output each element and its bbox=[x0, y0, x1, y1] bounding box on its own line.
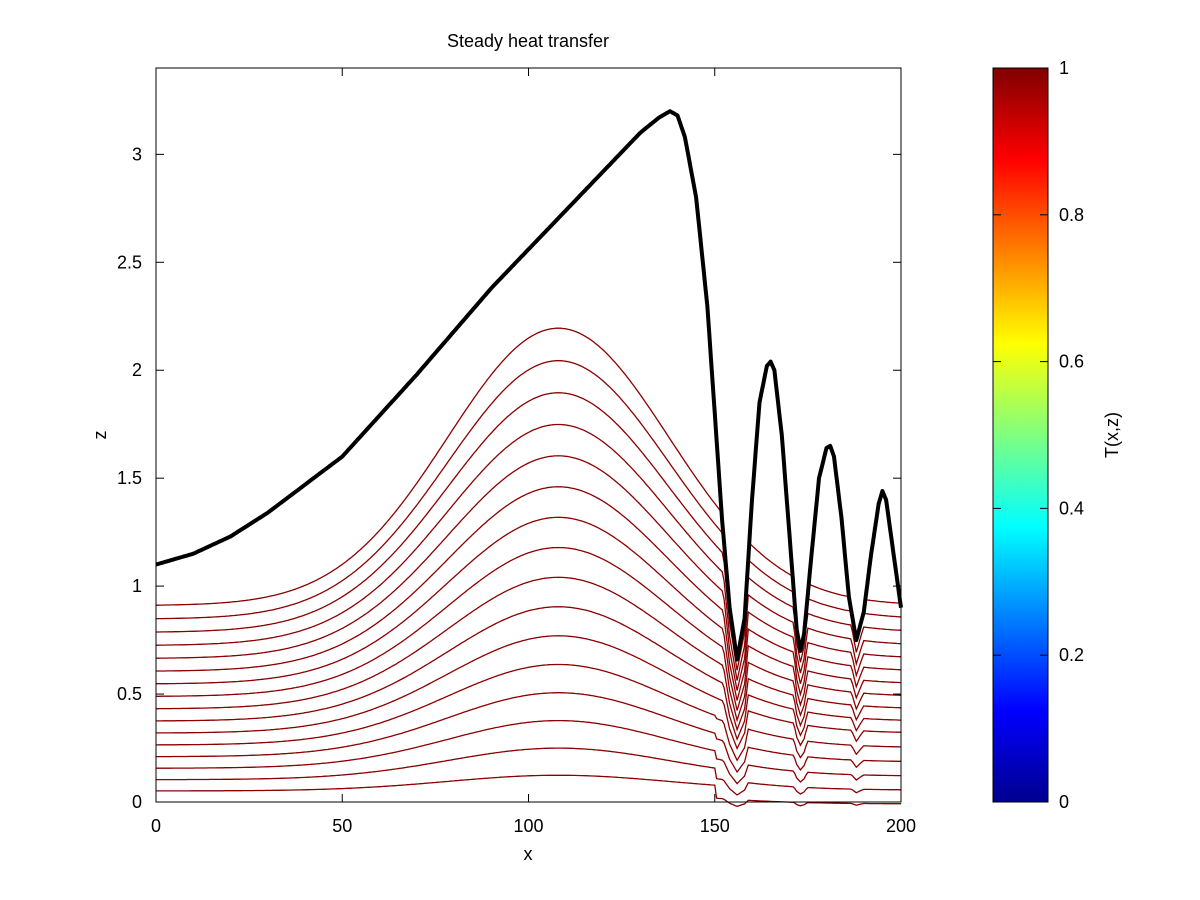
contour-line bbox=[156, 606, 901, 741]
x-tick-label: 0 bbox=[151, 816, 161, 836]
colorbar-tick-label: 0.2 bbox=[1059, 645, 1084, 665]
colorbar-tick-label: 0 bbox=[1059, 792, 1069, 812]
contour-line bbox=[156, 692, 901, 774]
contour-line bbox=[155, 360, 902, 620]
contour-line bbox=[156, 719, 901, 785]
colorbar-label: T(x,z) bbox=[1102, 412, 1122, 458]
colorbar-tick-label: 0.8 bbox=[1059, 205, 1084, 225]
y-tick-label: 3 bbox=[132, 144, 142, 164]
contour-line bbox=[155, 486, 902, 701]
y-tick-label: 1 bbox=[132, 576, 142, 596]
contour-line bbox=[156, 576, 902, 732]
y-tick-label: 2.5 bbox=[117, 252, 142, 272]
contour-line bbox=[156, 423, 902, 681]
contour-line bbox=[156, 516, 902, 711]
contour-line bbox=[156, 747, 901, 796]
x-tick-label: 50 bbox=[332, 816, 352, 836]
surface-line bbox=[155, 109, 903, 662]
plot-area: 0 50 100 150 200 0 0.5 1 1.5 2 2.5 3 bbox=[117, 67, 916, 836]
y-tick-label: 1.5 bbox=[117, 468, 142, 488]
y-tick-label: 0.5 bbox=[117, 684, 142, 704]
colorbar-gradient bbox=[992, 67, 1049, 803]
colorbar-ticks: 0 0.2 0.4 0.6 0.8 1 bbox=[993, 58, 1084, 812]
contour-line bbox=[156, 327, 900, 606]
x-axis-ticks: 0 50 100 150 200 bbox=[151, 68, 916, 836]
x-tick-label: 200 bbox=[886, 816, 916, 836]
contour-lines bbox=[155, 327, 902, 807]
contour-line bbox=[156, 663, 901, 762]
x-axis-label: x bbox=[524, 844, 533, 864]
colorbar: 0 0.2 0.4 0.6 0.8 1 T(x,z) bbox=[992, 58, 1122, 812]
y-axis-ticks: 0 0.5 1 1.5 2 2.5 3 bbox=[117, 144, 901, 812]
y-tick-label: 2 bbox=[132, 360, 142, 380]
y-tick-label: 0 bbox=[132, 792, 142, 812]
contour-line bbox=[156, 546, 902, 723]
contour-line bbox=[155, 635, 902, 751]
colorbar-tick-label: 1 bbox=[1059, 58, 1069, 78]
y-axis-label: z bbox=[90, 431, 110, 440]
x-tick-label: 100 bbox=[513, 816, 543, 836]
chart-title: Steady heat transfer bbox=[447, 31, 609, 51]
x-tick-label: 150 bbox=[700, 816, 730, 836]
colorbar-tick-label: 0.6 bbox=[1059, 352, 1084, 372]
contour-line bbox=[156, 392, 902, 671]
contour-line bbox=[156, 455, 902, 691]
colorbar-tick-label: 0.4 bbox=[1059, 498, 1084, 518]
